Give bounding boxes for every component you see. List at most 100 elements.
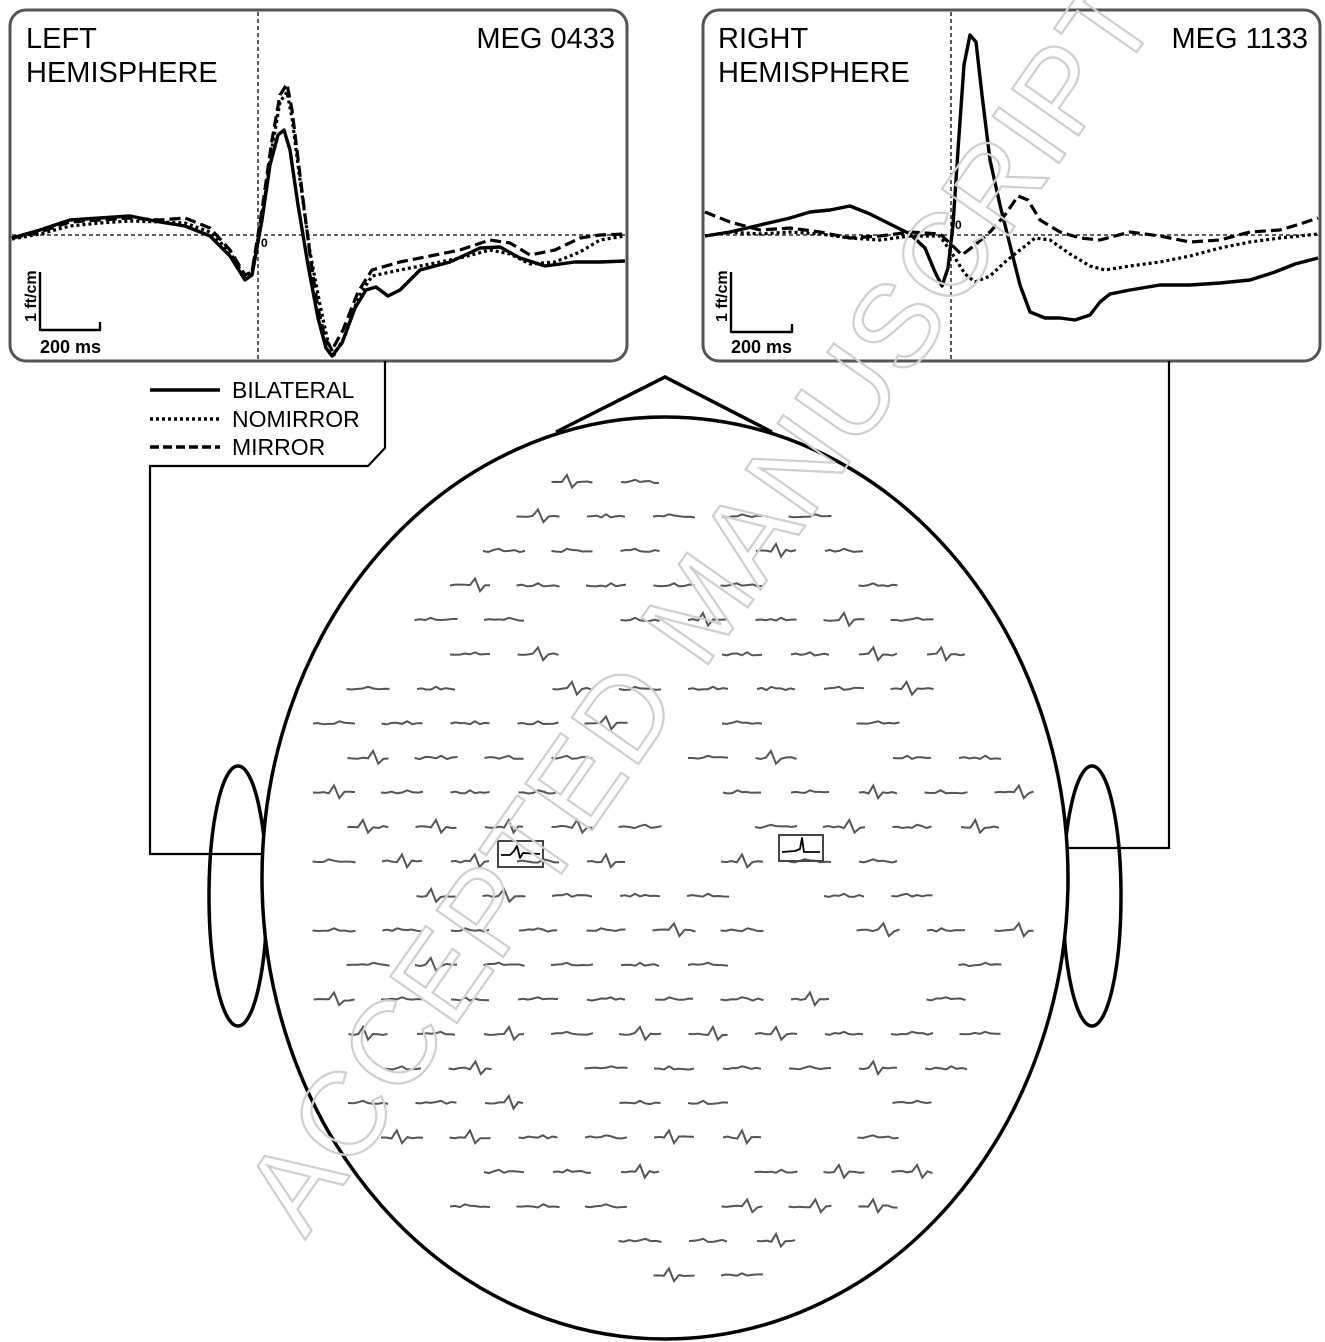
sensor-waveform bbox=[756, 1231, 796, 1249]
sensor-waveform bbox=[482, 547, 526, 554]
right-zero-label: 0 bbox=[955, 218, 962, 232]
sensor-waveform bbox=[484, 754, 524, 760]
sensor-waveform bbox=[722, 1128, 762, 1146]
sensor-waveform bbox=[449, 1128, 491, 1145]
sensor-waveform bbox=[858, 582, 898, 588]
left-selected-sensor-trace bbox=[501, 845, 541, 859]
sensor-waveform bbox=[516, 507, 560, 524]
sensor-waveform bbox=[754, 1024, 798, 1042]
sensor-waveform bbox=[381, 996, 424, 1001]
sensor-waveform bbox=[890, 1030, 934, 1036]
sensor-waveform bbox=[484, 817, 524, 835]
sensor-waveform bbox=[586, 996, 626, 1002]
sensor-waveform bbox=[687, 1099, 729, 1106]
sensor-waveform bbox=[721, 1197, 763, 1214]
sensor-waveform bbox=[890, 616, 934, 622]
sensor-waveform bbox=[586, 927, 626, 933]
sensor-waveform bbox=[722, 1065, 762, 1071]
sensor-waveform bbox=[551, 547, 593, 553]
sensor-waveform bbox=[824, 547, 864, 553]
sensor-waveform bbox=[586, 513, 626, 519]
sensor-waveform bbox=[890, 680, 934, 697]
sensor-waveform bbox=[857, 1134, 899, 1140]
sensor-waveform bbox=[755, 748, 797, 766]
sensor-waveform bbox=[450, 789, 490, 795]
sensor-waveform bbox=[858, 1059, 898, 1077]
sensor-waveform bbox=[790, 651, 830, 657]
sensor-waveform bbox=[312, 783, 356, 801]
sensor-waveform bbox=[482, 887, 526, 904]
sensor-waveform bbox=[892, 1099, 932, 1105]
sensor-array bbox=[312, 472, 1034, 1284]
right-scale-amplitude: 1 ft/cm bbox=[714, 270, 731, 322]
sensor-waveform bbox=[382, 927, 422, 933]
sensor-waveform bbox=[926, 645, 966, 663]
sensor-waveform bbox=[551, 472, 593, 490]
sensor-waveform bbox=[720, 996, 764, 1002]
left-connector-line bbox=[148, 361, 498, 856]
sensor-waveform bbox=[552, 1168, 592, 1174]
left-scale-bar bbox=[38, 272, 102, 332]
sensor-waveform bbox=[380, 789, 424, 795]
sensor-waveform bbox=[958, 754, 1002, 761]
sensor-waveform bbox=[346, 961, 390, 967]
sensor-waveform bbox=[958, 961, 1002, 968]
sensor-waveform bbox=[450, 852, 490, 869]
left-scale-amplitude: 1 ft/cm bbox=[23, 270, 40, 322]
head-outline bbox=[260, 415, 1070, 1341]
sensor-waveform bbox=[416, 1030, 456, 1036]
sensor-waveform bbox=[721, 513, 763, 519]
sensor-waveform bbox=[448, 1059, 492, 1076]
legend: BILATERAL NOMIRROR MIRROR bbox=[150, 377, 360, 460]
sensor-waveform bbox=[551, 817, 593, 835]
sensor-waveform bbox=[552, 680, 592, 697]
sensor-waveform bbox=[312, 720, 356, 726]
sensor-waveform bbox=[788, 1197, 832, 1214]
sensor-waveform bbox=[755, 541, 797, 559]
sensor-waveform bbox=[858, 858, 898, 864]
sensor-waveform bbox=[381, 1128, 424, 1145]
sensor-waveform bbox=[550, 1030, 594, 1036]
left-channel-label: MEG 0433 bbox=[476, 23, 615, 55]
head-diagram bbox=[207, 375, 1123, 1341]
sensor-waveform bbox=[516, 582, 560, 588]
right-trace-mirror bbox=[704, 194, 1319, 257]
sensor-waveform bbox=[720, 927, 764, 933]
sensor-waveform bbox=[618, 1025, 662, 1042]
sensor-waveform bbox=[858, 1197, 898, 1215]
sensor-waveform bbox=[924, 1065, 968, 1071]
sensor-waveform bbox=[687, 610, 729, 628]
left-panel-frame bbox=[8, 8, 629, 363]
sensor-waveform bbox=[720, 582, 764, 588]
sensor-waveform bbox=[620, 547, 660, 553]
sensor-waveform bbox=[483, 1024, 525, 1042]
sensor-waveform bbox=[414, 956, 458, 973]
right-trace-nomirror bbox=[704, 230, 1319, 284]
sensor-waveform bbox=[823, 685, 865, 691]
sensor-waveform bbox=[347, 1099, 389, 1105]
right-ear bbox=[1061, 764, 1123, 1028]
right-scale-time: 200 ms bbox=[731, 337, 792, 357]
sensor-waveform bbox=[892, 823, 932, 830]
sensor-waveform bbox=[720, 1272, 763, 1277]
sensor-waveform bbox=[381, 720, 423, 726]
sensor-waveform bbox=[551, 754, 593, 760]
sensor-waveform bbox=[620, 478, 659, 484]
left-selected-sensor-box bbox=[497, 840, 544, 868]
sensor-waveform bbox=[688, 1024, 728, 1042]
sensor-waveform bbox=[516, 858, 560, 864]
sensor-waveform bbox=[721, 651, 763, 657]
sensor-waveform bbox=[754, 823, 798, 830]
sensor-waveform bbox=[347, 817, 389, 835]
sensor-waveform bbox=[687, 961, 729, 967]
right-selected-sensor-trace bbox=[781, 837, 820, 853]
sensor-waveform bbox=[483, 616, 525, 622]
sensor-waveform bbox=[381, 852, 423, 870]
sensor-waveform bbox=[584, 1134, 628, 1140]
sensor-waveform bbox=[449, 1203, 491, 1209]
right-channel-label: MEG 1133 bbox=[1172, 23, 1308, 55]
right-panel-title-line2: HEMISPHERE bbox=[718, 57, 910, 89]
sensor-waveform bbox=[415, 1099, 457, 1105]
sensor-waveform bbox=[686, 892, 730, 898]
